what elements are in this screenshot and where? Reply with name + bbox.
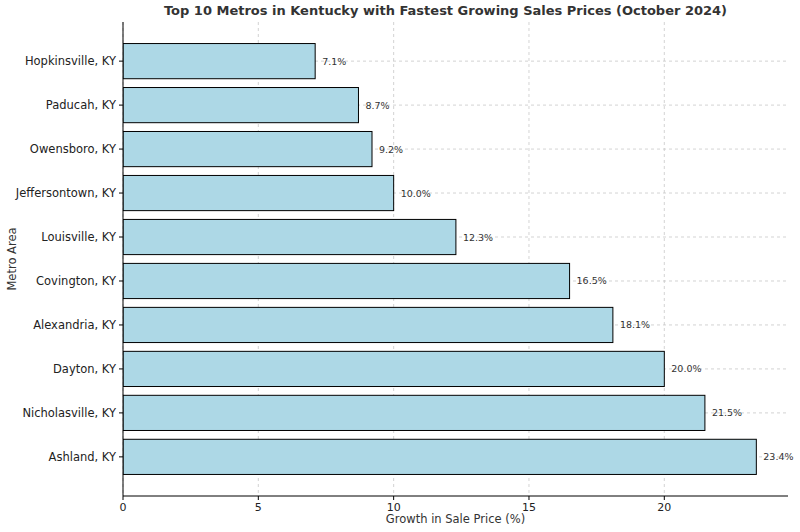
tick (393, 496, 394, 500)
x-axis-line (123, 496, 788, 497)
bar (123, 395, 705, 430)
tick-label: Jeffersontown, KY (15, 186, 117, 200)
tick (528, 496, 529, 500)
tick (119, 149, 123, 150)
data-label: 23.4% (763, 451, 793, 462)
data-label: 7.1% (322, 56, 346, 67)
tick-label: Paducah, KY (46, 98, 117, 112)
bar (123, 175, 394, 210)
bar (123, 88, 358, 123)
bar (123, 307, 613, 342)
bar (123, 263, 570, 298)
tick (258, 496, 259, 500)
data-label: 16.5% (577, 275, 607, 286)
tick-label: 0 (120, 501, 127, 514)
tick-label: Covington, KY (36, 274, 117, 288)
data-label: 10.0% (401, 188, 431, 199)
tick-label: 5 (255, 501, 262, 514)
tick-label: Alexandria, KY (33, 318, 117, 332)
tick (119, 324, 123, 325)
tick (119, 280, 123, 281)
tick-label: Louisville, KY (41, 230, 117, 244)
chart: 23.4% 21.5% 20.0% 18.1% 16.5% 12.3% 10.0% 9.2% 8… (0, 0, 800, 532)
tick (119, 105, 123, 106)
title: Top 10 Metros in Kentucky with Fastest G… (164, 3, 727, 18)
bar (123, 219, 456, 254)
tick (119, 193, 123, 194)
tick-label: Ashland, KY (49, 450, 117, 464)
tick (119, 456, 123, 457)
tick (119, 412, 123, 413)
tick-label: 20 (657, 501, 671, 514)
background (0, 0, 800, 532)
data-label: 18.1% (620, 319, 650, 330)
data-label: 21.5% (712, 407, 742, 418)
data-label: 12.3% (463, 232, 493, 243)
data-label: 8.7% (365, 100, 389, 111)
tick-label: Owensboro, KY (30, 142, 117, 156)
data-label: 9.2% (379, 144, 403, 155)
bar (123, 44, 315, 79)
bars (123, 44, 756, 475)
tick (119, 237, 123, 238)
tick-label: Nicholasville, KY (22, 406, 117, 420)
tick (119, 368, 123, 369)
tick-label: Hopkinsville, KY (25, 54, 117, 68)
tick (123, 496, 124, 500)
data-labels: 23.4% 21.5% 20.0% 18.1% 16.5% 12.3% 10.0% 9.2% 8… (322, 56, 793, 463)
tick (119, 61, 123, 62)
bar (123, 351, 664, 386)
data-label: 20.0% (671, 363, 701, 374)
bar (123, 439, 756, 474)
bar (123, 131, 372, 166)
y-axis-line (123, 22, 124, 496)
grid (123, 22, 788, 496)
grid-line (123, 22, 124, 496)
tick (664, 496, 665, 500)
y-axis-label: Metro Area (5, 227, 19, 290)
x-axis-label: Growth in Sale Price (%) (386, 512, 525, 526)
y-ticks: Ashland, KY Nicholasville, KY Dayton, KY Al… (15, 54, 123, 464)
tick-label: Dayton, KY (53, 362, 117, 376)
